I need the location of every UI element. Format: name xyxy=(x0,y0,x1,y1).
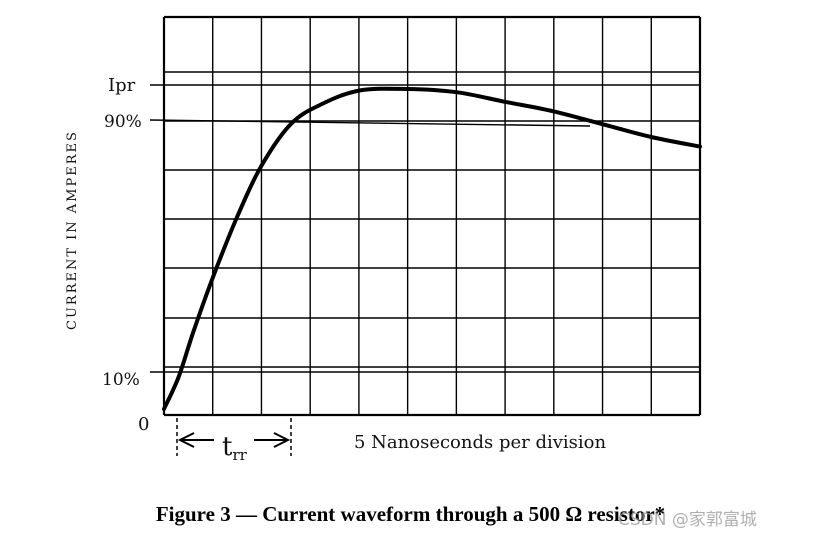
current-waveform-chart: CURRENT IN AMPERES Ipr 90% 10% 0 5 Nanos… xyxy=(65,15,702,464)
watermark: CSDN @家郭富城 xyxy=(618,510,757,530)
current-curve xyxy=(162,86,702,411)
y-tick-label-90: 90% xyxy=(104,112,142,132)
trr-marker: trr xyxy=(176,418,292,464)
figure-caption: Figure 3 — Current waveform through a 50… xyxy=(155,502,666,526)
ninety-percent-reference-line xyxy=(149,119,591,127)
grid xyxy=(162,15,702,417)
y-tick-label-0: 0 xyxy=(138,414,149,435)
y-tick-label-10: 10% xyxy=(102,370,140,390)
trr-label: trr xyxy=(222,432,248,464)
reference-lines xyxy=(149,84,700,373)
y-axis-label: CURRENT IN AMPERES xyxy=(65,130,80,330)
y-tick-label-ipr: Ipr xyxy=(108,75,136,96)
x-axis-label: 5 Nanoseconds per division xyxy=(354,432,607,453)
